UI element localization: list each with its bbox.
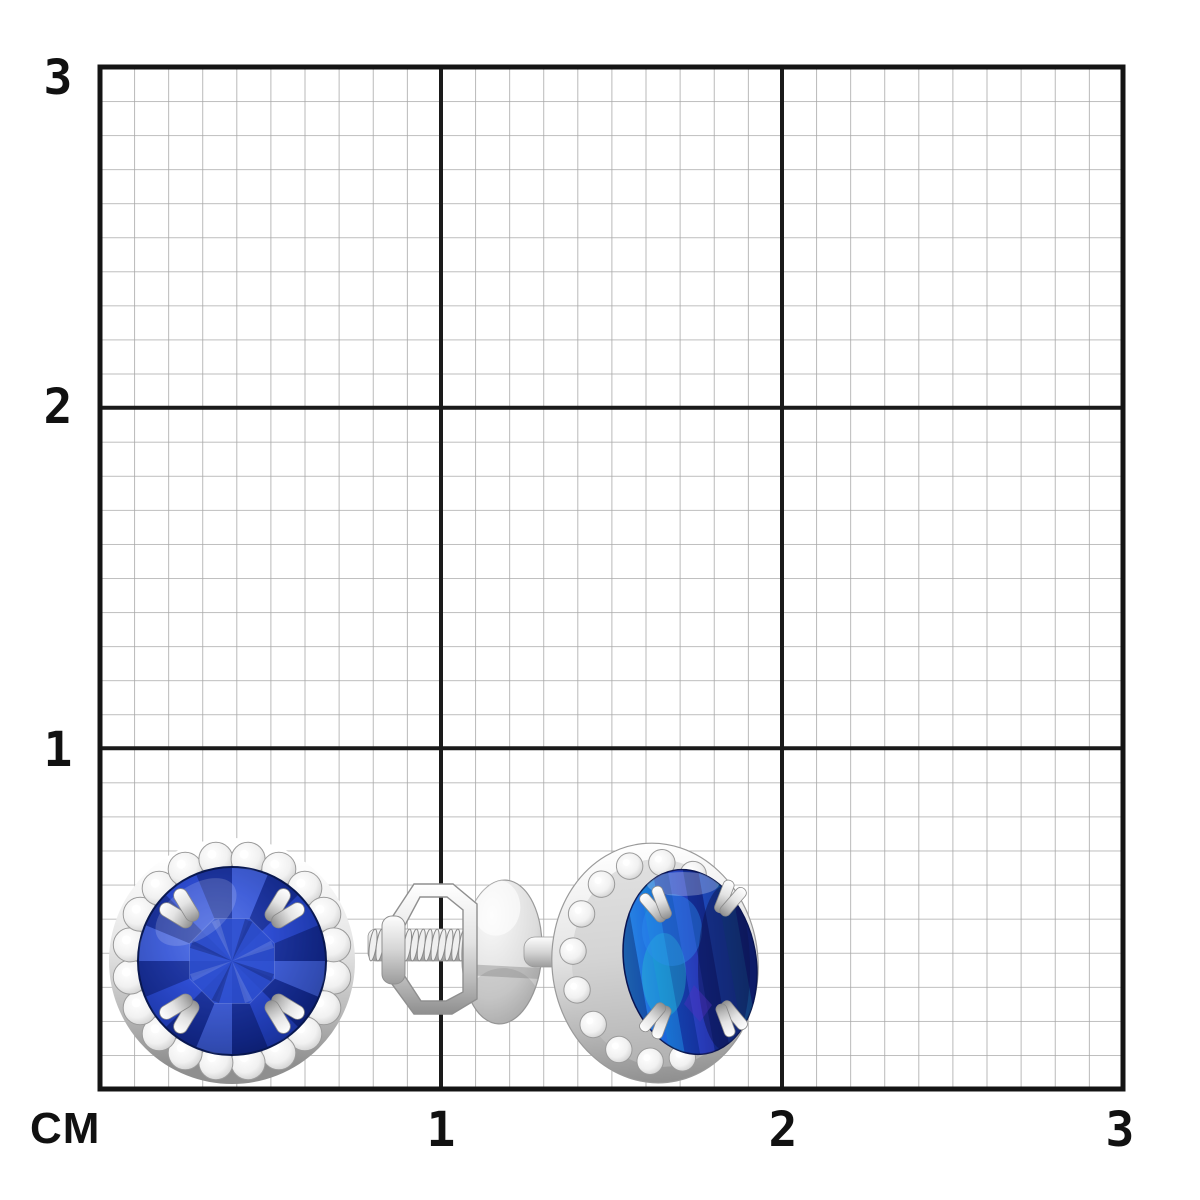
- halo-diamond-sparkle: [131, 998, 141, 1008]
- bottom-tick-3: 3: [1106, 1102, 1135, 1158]
- halo-diamond: [559, 937, 587, 965]
- halo-diamond-sparkle: [131, 904, 141, 914]
- gem-star-ray: [190, 961, 232, 982]
- halo-diamond-sparkle: [176, 859, 186, 869]
- halo-diamond-sparkle: [570, 982, 578, 990]
- halo-diamond-sparkle: [315, 904, 325, 914]
- halo-diamond-sparkle: [207, 849, 217, 859]
- friction-disc: [458, 879, 544, 1026]
- halo-diamond: [579, 1010, 607, 1039]
- gem-facet-band: [637, 871, 687, 1065]
- halo-diamond-sparkle: [207, 1053, 217, 1063]
- halo-diamond-sparkle: [622, 858, 630, 866]
- halo-diamond-sparkle: [150, 878, 160, 888]
- disc-band: [458, 963, 544, 980]
- halo-diamond-sparkle: [594, 877, 602, 885]
- gem-star-ray: [232, 919, 253, 961]
- bottom-tick-1: 1: [427, 1102, 456, 1158]
- halo-diamond-sparkle: [121, 967, 131, 977]
- sapphire-side: [608, 858, 772, 1066]
- halo-diamond-sparkle: [121, 935, 131, 945]
- grid-border: [97, 64, 1126, 1092]
- earring-side-view: [551, 842, 772, 1084]
- front-prongs: [159, 888, 305, 1034]
- halo-diamond-sparkle: [296, 878, 306, 888]
- gem-teal-flash: [642, 933, 686, 1017]
- scroll-hub: [381, 915, 406, 985]
- halo-diamond-sparkle: [270, 859, 280, 869]
- halo-diamond-sparkle: [325, 967, 335, 977]
- gem-star-ray: [190, 940, 232, 961]
- halo-diamond-sparkle: [643, 1054, 651, 1062]
- halo-diamond-sparkle: [611, 1042, 619, 1050]
- halo-diamond: [636, 1047, 664, 1075]
- gem-star-ray: [232, 940, 274, 961]
- left-tick-3: 3: [44, 50, 73, 106]
- gem-top-sheen: [647, 872, 719, 896]
- halo-diamond-sparkle: [239, 849, 249, 859]
- halo-diamond-sparkle: [150, 1024, 160, 1034]
- halo-diamond-sparkle: [566, 943, 574, 951]
- side-prongs: [639, 879, 748, 1040]
- gem-star-ray: [211, 961, 232, 1003]
- gem-violet-facet: [684, 985, 712, 1022]
- grid-major-lines: [100, 67, 1123, 1089]
- gem-star-ray: [232, 961, 253, 1003]
- halo-diamond-sparkle: [574, 906, 582, 914]
- earring-front-view: [109, 838, 355, 1084]
- gem-dark-edge: [698, 886, 750, 1050]
- gem-star-ray: [232, 961, 274, 982]
- gem-star-rays: [190, 919, 274, 1003]
- halo-diamond-sparkle: [586, 1017, 594, 1025]
- halo-diamond: [605, 1035, 633, 1064]
- left-tick-1: 1: [44, 722, 73, 778]
- disc-highlight: [472, 879, 521, 936]
- gem-table-facet: [189, 918, 275, 1004]
- bottom-tick-2: 2: [769, 1102, 798, 1158]
- halo-diamond-sparkle: [675, 1050, 683, 1058]
- left-tick-2: 2: [44, 379, 73, 435]
- halo-diamond-sparkle: [176, 1043, 186, 1053]
- gem-star-ray: [211, 919, 232, 961]
- halo-diamond: [563, 976, 591, 1004]
- unit-label: CM: [30, 1104, 100, 1153]
- halo-diamond: [587, 870, 616, 898]
- halo-diamond: [567, 900, 596, 928]
- halo-diamond-sparkle: [325, 935, 335, 945]
- halo-diamond: [615, 852, 644, 880]
- halo-diamond-sparkle: [654, 855, 662, 863]
